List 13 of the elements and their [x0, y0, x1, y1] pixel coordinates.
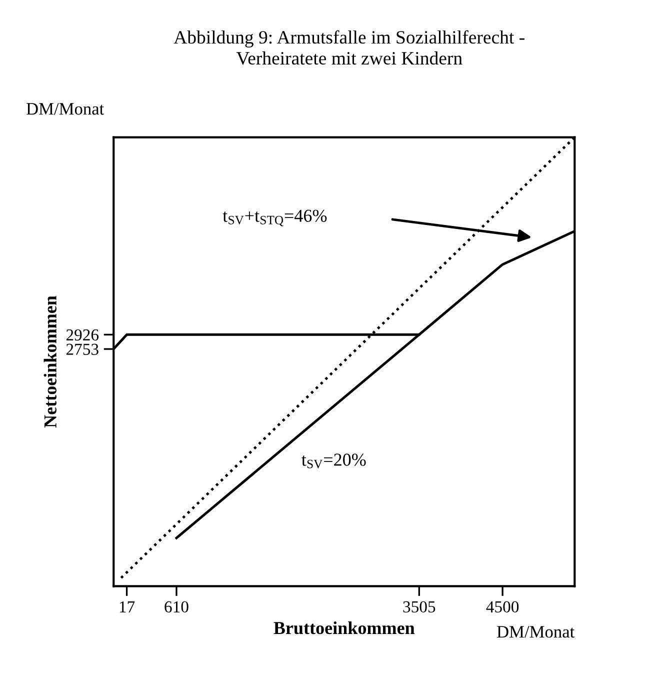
text: DM/Monat: [26, 103, 104, 115]
x-tick-label: 4500: [486, 601, 519, 612]
x-axis-title: Bruttoeinkommen: [274, 621, 415, 634]
y-tick-label: 2753: [66, 344, 98, 355]
text: DM/Monat: [497, 626, 575, 638]
annotation: t$_{SV}$=20%: [302, 454, 366, 468]
x-tick-label: 17: [120, 601, 135, 612]
y-tick-label: 2926: [66, 329, 99, 341]
annotation: t$_{SV}$+t$_{STQ}$=46%: [222, 210, 327, 226]
chart-title: Abbildung 9: Armutsfalle im Sozialhilferecht - Verheiratete mit zwei Kindern: [174, 30, 524, 65]
x-tick-label: 610: [164, 601, 188, 612]
y-axis-title: Nettoeinkommen: [44, 296, 56, 428]
x-tick-label: 3505: [403, 601, 436, 612]
